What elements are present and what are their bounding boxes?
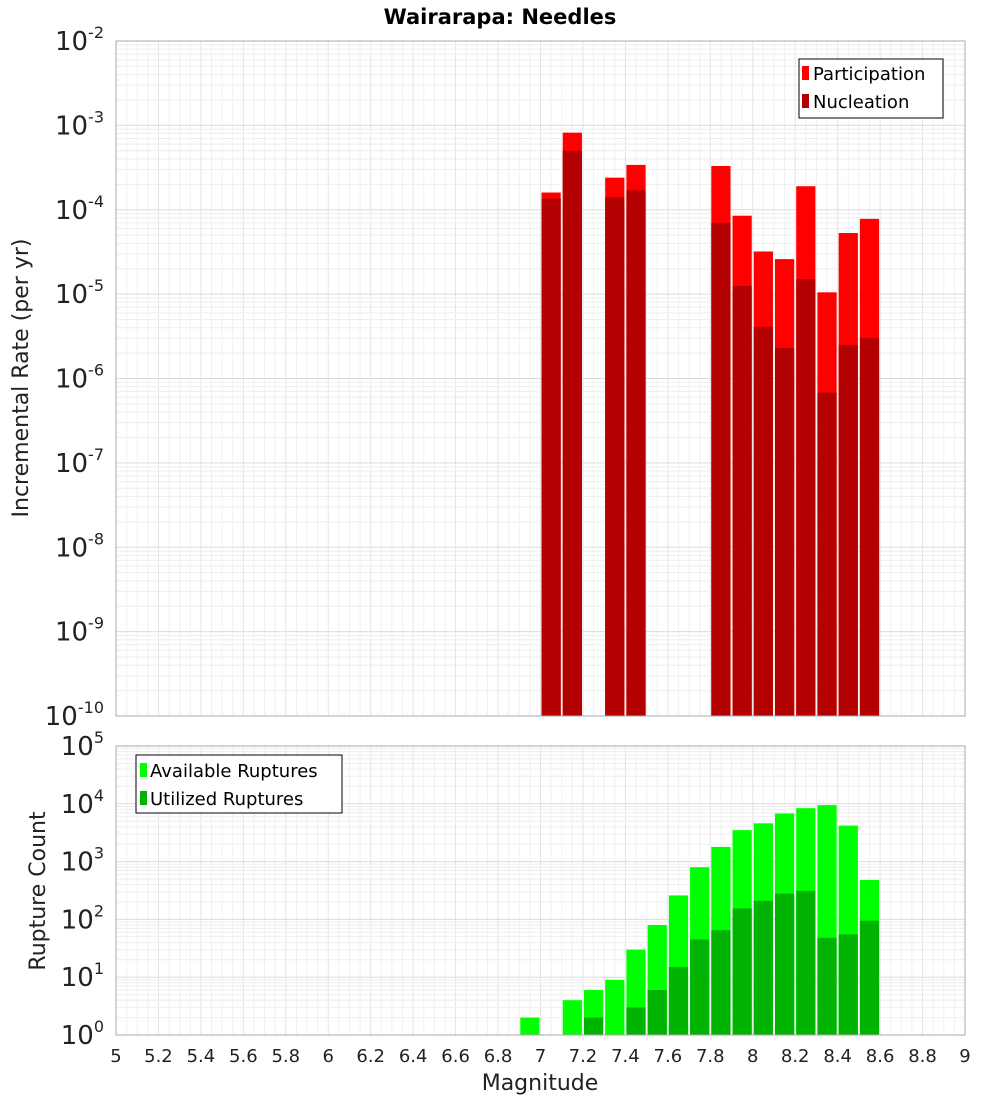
bottom-bar-secondary [859, 920, 880, 1035]
x-tick-label: 7.4 [611, 1046, 640, 1067]
top-y-ticks: 10-2 10-3 10-4 10-5 10-6 10-7 10-8 10-9 10-10 [45, 23, 104, 732]
top-y-tick-label: 10-9 [55, 614, 104, 648]
top-bar-secondary [541, 198, 561, 717]
x-tick-label: 6 [323, 1046, 334, 1067]
top-y-tick-label: 10-2 [55, 23, 104, 57]
top-bar-secondary [796, 279, 816, 716]
x-tick-label: 8.4 [823, 1046, 852, 1067]
top-y-tick-label: 10-10 [45, 698, 104, 732]
bottom-bar-secondary [626, 1007, 646, 1035]
top-legend-box [798, 58, 944, 119]
bottom-bar-primary [562, 1000, 582, 1035]
top-bar-secondary [859, 338, 880, 716]
chart-title: Wairarapa: Needles [384, 5, 617, 29]
top-plot-frame [115, 40, 966, 717]
top-bar-secondary [605, 197, 625, 717]
top-bar-secondary [626, 190, 646, 716]
x-tick-label: 8 [747, 1046, 758, 1067]
x-tick-label: 6.6 [441, 1046, 470, 1067]
x-tick-label: 6.4 [399, 1046, 428, 1067]
bottom-y-tick-label: 104 [61, 786, 104, 820]
bottom-bar-secondary [583, 1017, 604, 1035]
bottom-bar-secondary [711, 930, 731, 1035]
legend-label-nucleation: Nucleation [813, 92, 909, 113]
top-y-tick-label: 10-7 [55, 445, 104, 479]
x-tick-label: 8.2 [781, 1046, 810, 1067]
top-grid [115, 41, 966, 717]
top-bar-secondary [732, 285, 752, 716]
top-bar-secondary [711, 222, 731, 716]
legend-label-available: Available Ruptures [150, 761, 318, 782]
top-bar-secondary [774, 347, 795, 716]
x-tick-label: 7 [535, 1046, 546, 1067]
top-bar-secondary [838, 344, 858, 716]
x-tick-label: 8.6 [866, 1046, 895, 1067]
top-bar-secondary [753, 326, 773, 716]
x-ticks: 5 5.2 5.4 5.6 5.8 6 6.2 6.4 6.6 6.8 7 7.2 7.4 7.6 7.8 8… [110, 1046, 970, 1067]
top-y-tick-label: 10-3 [55, 107, 104, 141]
top-bar-secondary [817, 392, 837, 716]
legend-label-utilized: Utilized Ruptures [150, 789, 303, 810]
bottom-bar-primary [605, 979, 625, 1035]
top-bar-secondary [562, 150, 582, 716]
bottom-bars [520, 805, 880, 1035]
top-legend: Participation Nucleation [798, 58, 944, 119]
legend-swatch-available [140, 763, 147, 777]
bottom-bar-secondary [753, 900, 773, 1035]
x-tick-label: 7.8 [696, 1046, 725, 1067]
x-tick-label: 9 [959, 1046, 970, 1067]
bottom-y-tick-label: 100 [61, 1017, 104, 1051]
bottom-y-axis-label: Rupture Count [26, 811, 51, 971]
bottom-legend-box [135, 754, 343, 814]
bottom-bar-secondary [774, 893, 795, 1035]
x-tick-label: 5.2 [144, 1046, 173, 1067]
top-y-axis-label: Incremental Rate (per yr) [9, 239, 34, 518]
bottom-bar-secondary [732, 908, 752, 1035]
bottom-bar-secondary [838, 934, 858, 1035]
bottom-bar-primary [520, 1017, 540, 1035]
top-y-tick-label: 10-8 [55, 529, 104, 563]
bottom-bar-secondary [668, 967, 689, 1035]
legend-label-participation: Participation [813, 64, 925, 85]
bottom-y-ticks: 105 104 103 102 101 100 [61, 728, 104, 1051]
bottom-plot-frame [115, 745, 966, 1036]
x-tick-label: 6.8 [484, 1046, 513, 1067]
legend-swatch-participation [802, 66, 809, 80]
x-tick-label: 5.8 [271, 1046, 300, 1067]
legend-swatch-nucleation [802, 94, 809, 108]
bottom-bar-secondary [817, 937, 837, 1035]
x-tick-label: 5.4 [187, 1046, 216, 1067]
bottom-y-tick-label: 102 [61, 901, 104, 935]
x-axis-label: Magnitude [482, 1071, 599, 1096]
bottom-bar-secondary [690, 939, 710, 1035]
bottom-y-tick-label: 101 [61, 959, 104, 993]
x-tick-label: 7.2 [569, 1046, 598, 1067]
x-tick-label: 5 [110, 1046, 121, 1067]
legend-swatch-utilized [140, 791, 147, 805]
top-y-tick-label: 10-6 [55, 361, 104, 395]
bottom-bar-secondary [647, 990, 667, 1035]
bottom-y-tick-label: 103 [61, 844, 104, 878]
x-tick-label: 7.6 [654, 1046, 683, 1067]
top-y-tick-label: 10-5 [55, 276, 104, 310]
top-bars [541, 132, 880, 717]
x-tick-label: 5.6 [229, 1046, 258, 1067]
bottom-y-tick-label: 105 [61, 728, 104, 762]
x-tick-label: 8.8 [908, 1046, 937, 1067]
x-tick-label: 6.2 [356, 1046, 385, 1067]
top-y-tick-label: 10-4 [55, 192, 104, 226]
bottom-legend: Available Ruptures Utilized Ruptures [135, 754, 343, 814]
bottom-bar-secondary [796, 890, 816, 1035]
